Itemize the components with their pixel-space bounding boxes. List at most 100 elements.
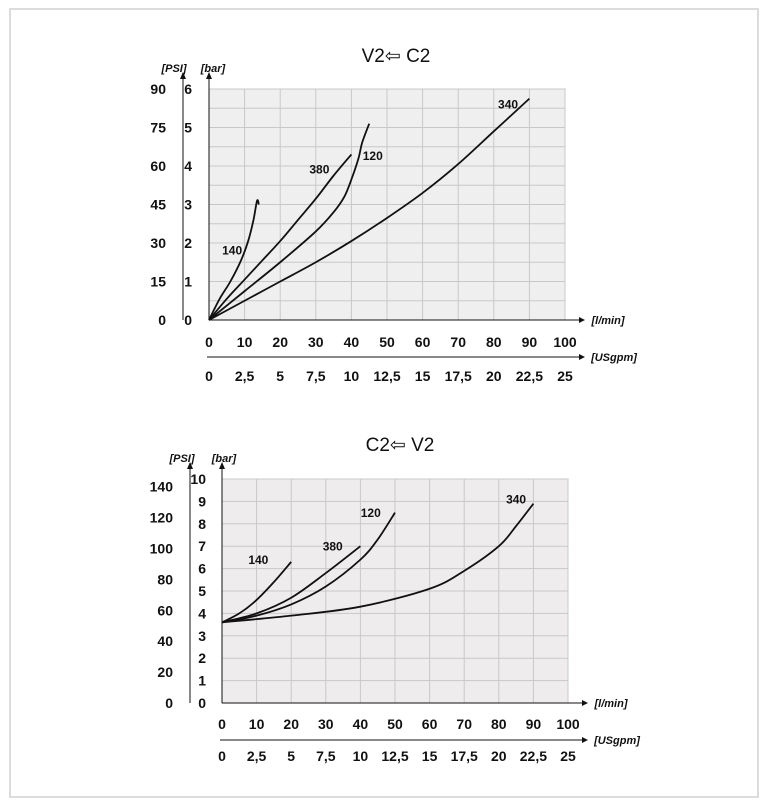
curve-label-380: 380	[309, 163, 329, 177]
x-axis-unit-label: [l/min]	[594, 698, 628, 710]
chart-c2-from-v2: C2⇦ V2[l/min][bar][PSI]01234567891002040…	[150, 435, 641, 764]
y2-tick-label: 0	[165, 695, 173, 711]
y2-tick-label: 90	[150, 81, 166, 97]
curve-label-140: 140	[248, 553, 268, 567]
x-tick-label: 40	[353, 716, 369, 732]
y2-tick-label: 30	[150, 235, 166, 251]
x2-tick-label: 2,5	[235, 368, 255, 384]
y-axis-unit-label: [bar]	[211, 453, 237, 465]
x-tick-label: 40	[344, 334, 360, 350]
x-tick-label: 30	[318, 716, 334, 732]
x-tick-label: 0	[218, 716, 226, 732]
curve-140	[208, 199, 260, 321]
y2-tick-label: 60	[150, 158, 166, 174]
x2-tick-label: 20	[486, 368, 502, 384]
y-tick-label: 7	[198, 538, 206, 554]
y2-axis-unit-label: [PSI]	[160, 63, 186, 75]
x2-tick-label: 17,5	[445, 368, 472, 384]
y-axis-arrow	[219, 462, 225, 469]
x2-tick-label: 22,5	[516, 368, 543, 384]
x-tick-label: 0	[205, 334, 213, 350]
x2-tick-label: 25	[557, 368, 573, 384]
y-tick-label: 2	[198, 650, 206, 666]
x-tick-label: 10	[237, 334, 253, 350]
curve-120	[221, 512, 396, 624]
y-tick-label: 1	[198, 673, 206, 689]
y2-tick-label: 75	[150, 120, 166, 136]
y-tick-label: 3	[184, 197, 192, 213]
y2-tick-label: 60	[157, 602, 173, 618]
curve-label-340: 340	[506, 493, 526, 507]
curve-380	[221, 545, 361, 624]
x-axis-arrow	[582, 700, 588, 706]
curve-label-120: 120	[361, 506, 381, 520]
x-tick-label: 10	[249, 716, 265, 732]
x2-tick-label: 10	[353, 748, 369, 764]
curve-label-340: 340	[498, 97, 518, 111]
y-tick-label: 6	[184, 81, 192, 97]
x-axis-unit-label: [l/min]	[591, 315, 625, 327]
x-tick-label: 60	[415, 334, 431, 350]
x2-tick-label: 7,5	[316, 748, 336, 764]
y-tick-label: 4	[184, 158, 192, 174]
curve-120	[208, 123, 371, 321]
y-tick-label: 1	[184, 274, 192, 290]
curve-140	[221, 561, 292, 624]
x2-tick-label: 12,5	[373, 368, 400, 384]
curve-340	[221, 503, 535, 624]
y2-axis-unit-label: [PSI]	[168, 453, 194, 465]
y2-axis-arrow	[180, 72, 186, 79]
x-tick-label: 50	[379, 334, 395, 350]
x2-tick-label: 17,5	[451, 748, 478, 764]
y-tick-label: 8	[198, 516, 206, 532]
x2-tick-label: 12,5	[381, 748, 408, 764]
curve-340	[208, 97, 531, 321]
x-tick-label: 70	[450, 334, 466, 350]
y-tick-label: 10	[190, 471, 206, 487]
y2-tick-label: 100	[150, 541, 174, 557]
x2-tick-label: 5	[287, 748, 295, 764]
y-axis-unit-label: [bar]	[200, 63, 226, 75]
x2-tick-label: 20	[491, 748, 507, 764]
curve-380	[208, 153, 353, 321]
x-axis-arrow	[579, 317, 585, 323]
curve-label-380: 380	[323, 540, 343, 554]
y2-tick-label: 15	[150, 274, 166, 290]
y2-tick-label: 20	[157, 664, 173, 680]
y-tick-label: 5	[198, 583, 206, 599]
x2-tick-label: 0	[218, 748, 226, 764]
x2-tick-label: 22,5	[520, 748, 547, 764]
x2-tick-label: 5	[276, 368, 284, 384]
y-tick-label: 0	[198, 695, 206, 711]
x-tick-label: 60	[422, 716, 438, 732]
y2-tick-label: 140	[150, 479, 174, 495]
x-tick-label: 80	[486, 334, 502, 350]
x2-axis-arrow	[579, 354, 585, 360]
x2-axis-unit-label: [USgpm]	[590, 352, 637, 364]
curve-label-140: 140	[222, 244, 242, 258]
x-tick-label: 80	[491, 716, 507, 732]
x-tick-label: 50	[387, 716, 403, 732]
y-tick-label: 3	[198, 628, 206, 644]
x2-tick-label: 15	[422, 748, 438, 764]
x2-tick-label: 7,5	[306, 368, 326, 384]
y-tick-label: 6	[198, 561, 206, 577]
y2-axis-arrow	[187, 462, 193, 469]
x2-tick-label: 10	[344, 368, 360, 384]
y2-tick-label: 80	[157, 571, 173, 587]
y-axis-arrow	[206, 72, 212, 79]
x2-axis-arrow	[582, 737, 588, 743]
chart-v2-from-c2: V2⇦ C2[l/min][bar][PSI]01234560153045607…	[150, 46, 637, 384]
x-tick-label: 100	[556, 716, 580, 732]
y-tick-label: 2	[184, 235, 192, 251]
x2-axis-unit-label: [USgpm]	[593, 735, 640, 747]
y2-tick-label: 45	[150, 197, 166, 213]
x-tick-label: 90	[522, 334, 538, 350]
y-tick-label: 4	[198, 605, 206, 621]
curve-label-120: 120	[363, 149, 383, 163]
y2-tick-label: 0	[158, 312, 166, 328]
x2-tick-label: 2,5	[247, 748, 267, 764]
x-tick-label: 70	[456, 716, 472, 732]
y-tick-label: 5	[184, 120, 192, 136]
